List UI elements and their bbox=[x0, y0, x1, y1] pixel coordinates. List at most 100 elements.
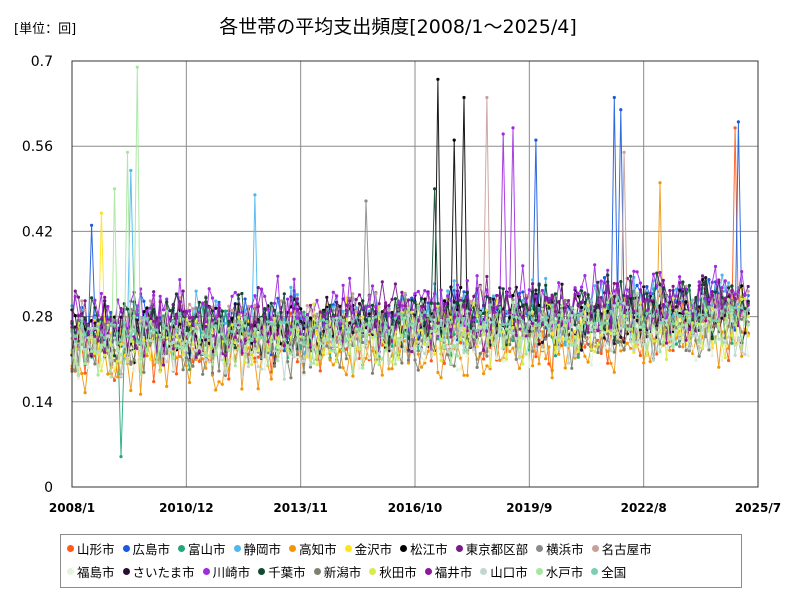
data-point bbox=[534, 288, 538, 292]
data-point bbox=[534, 339, 538, 344]
data-point bbox=[713, 324, 718, 328]
data-point bbox=[691, 334, 695, 338]
data-point bbox=[243, 297, 247, 301]
data-point bbox=[449, 335, 453, 339]
data-point bbox=[318, 341, 322, 346]
data-point bbox=[550, 294, 554, 298]
data-point bbox=[498, 293, 502, 298]
chart-title: 各世帯の平均支出頻度[2008/1～2025/4] bbox=[219, 16, 577, 38]
data-point bbox=[511, 315, 515, 319]
data-point bbox=[651, 302, 656, 306]
data-point bbox=[377, 311, 381, 315]
data-point bbox=[220, 321, 224, 325]
data-point bbox=[508, 330, 512, 334]
data-point bbox=[204, 366, 208, 370]
legend-item: 山形市 bbox=[67, 539, 115, 558]
data-point bbox=[83, 316, 87, 320]
data-point bbox=[465, 354, 469, 358]
data-point bbox=[508, 316, 512, 320]
data-point bbox=[465, 290, 469, 294]
data-point bbox=[99, 211, 103, 215]
data-point bbox=[390, 360, 394, 364]
data-point bbox=[599, 351, 603, 355]
data-point bbox=[602, 291, 607, 295]
data-point bbox=[361, 315, 365, 319]
data-point bbox=[583, 335, 587, 339]
data-point bbox=[704, 276, 708, 280]
data-point bbox=[321, 338, 326, 342]
data-point bbox=[455, 331, 460, 335]
data-point bbox=[194, 322, 198, 327]
data-point bbox=[384, 348, 388, 352]
data-point bbox=[90, 349, 94, 353]
data-point bbox=[504, 357, 509, 361]
data-point bbox=[658, 283, 662, 287]
data-point bbox=[344, 373, 348, 377]
data-point bbox=[586, 315, 590, 319]
data-point bbox=[318, 362, 322, 366]
data-point bbox=[521, 362, 525, 366]
data-point bbox=[671, 284, 675, 288]
data-point bbox=[165, 326, 169, 330]
data-point bbox=[566, 361, 571, 365]
data-point bbox=[544, 295, 548, 300]
data-point bbox=[671, 348, 675, 353]
data-point bbox=[687, 327, 692, 331]
data-point bbox=[165, 300, 169, 304]
data-point bbox=[125, 334, 130, 338]
data-point bbox=[214, 351, 218, 356]
data-point bbox=[681, 310, 685, 314]
data-point bbox=[491, 307, 495, 311]
data-point bbox=[671, 296, 675, 300]
legend-item: 川崎市 bbox=[202, 562, 250, 581]
data-point bbox=[90, 326, 94, 330]
data-point bbox=[387, 332, 391, 336]
legend-marker-icon bbox=[233, 545, 241, 552]
data-point bbox=[485, 323, 489, 327]
data-point bbox=[397, 301, 401, 305]
data-point bbox=[387, 303, 391, 308]
data-point bbox=[109, 322, 113, 326]
data-point bbox=[459, 296, 463, 300]
data-point bbox=[638, 281, 643, 285]
data-point bbox=[583, 304, 587, 309]
data-point bbox=[119, 338, 123, 342]
data-point bbox=[560, 304, 564, 308]
data-point bbox=[651, 324, 656, 328]
data-point bbox=[272, 301, 277, 305]
data-point bbox=[534, 326, 538, 330]
data-point bbox=[534, 294, 538, 298]
data-point bbox=[161, 354, 166, 358]
data-point bbox=[125, 315, 130, 319]
data-point bbox=[250, 362, 254, 367]
data-point bbox=[534, 323, 538, 327]
data-point bbox=[165, 309, 169, 313]
data-point bbox=[393, 297, 397, 301]
data-point bbox=[468, 299, 473, 303]
data-point bbox=[491, 323, 495, 327]
data-point bbox=[165, 351, 169, 355]
data-point bbox=[148, 314, 152, 318]
data-point bbox=[478, 341, 482, 345]
data-point bbox=[344, 357, 348, 361]
data-point bbox=[550, 331, 554, 336]
data-point bbox=[145, 309, 149, 313]
data-point bbox=[230, 339, 234, 343]
data-point bbox=[645, 353, 649, 357]
data-point bbox=[452, 352, 456, 356]
data-point bbox=[367, 356, 371, 360]
data-point bbox=[622, 301, 626, 305]
data-point bbox=[635, 340, 639, 344]
data-point bbox=[210, 296, 215, 300]
data-point bbox=[233, 290, 237, 295]
data-point bbox=[462, 290, 466, 294]
data-point bbox=[148, 357, 152, 361]
data-point bbox=[335, 322, 339, 326]
data-point bbox=[119, 306, 123, 311]
data-point bbox=[132, 368, 136, 373]
data-point bbox=[472, 326, 476, 330]
data-point bbox=[547, 333, 551, 337]
data-point bbox=[638, 353, 643, 358]
legend-label: さいたま市 bbox=[132, 565, 195, 580]
data-point bbox=[638, 325, 643, 329]
